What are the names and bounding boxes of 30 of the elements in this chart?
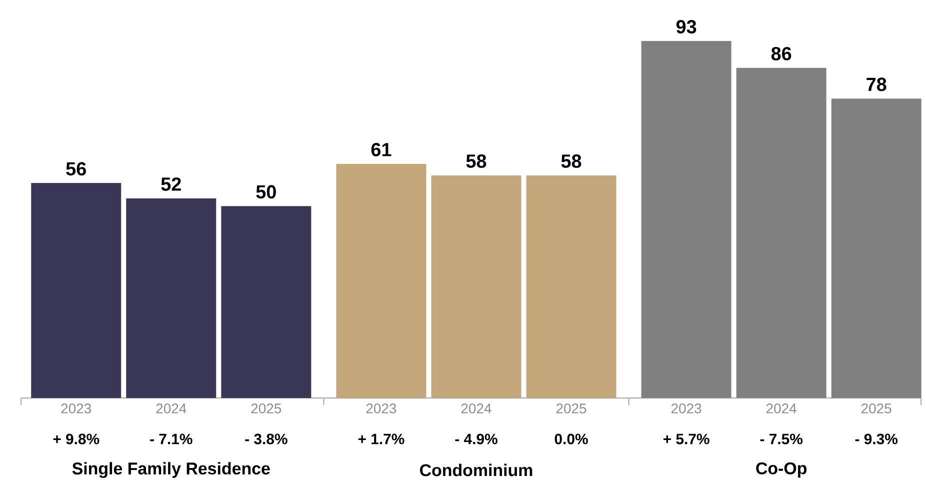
data-label: 52 bbox=[161, 177, 181, 191]
text: - 9.3% bbox=[855, 434, 898, 444]
data-label: 58 bbox=[466, 154, 486, 168]
text: + 1.7% bbox=[358, 434, 404, 444]
data-label: 78 bbox=[866, 78, 886, 92]
x-tick-label: 2023 bbox=[61, 404, 92, 414]
x-tick-label: 2024 bbox=[766, 404, 796, 414]
text: - 4.9% bbox=[455, 434, 498, 444]
text: Condominium bbox=[420, 464, 532, 476]
x-tick-label: 2024 bbox=[461, 404, 492, 414]
data-label: 58 bbox=[561, 154, 582, 168]
text: - 7.1% bbox=[150, 434, 192, 444]
x-tick-label: 2025 bbox=[251, 404, 282, 414]
x-tick-label: 2025 bbox=[862, 404, 892, 414]
text: + 9.8% bbox=[53, 434, 100, 444]
text: + 5.7% bbox=[663, 434, 710, 444]
text: Co-Op bbox=[756, 462, 806, 478]
x-tick-label: 2024 bbox=[156, 404, 186, 414]
data-label: 50 bbox=[256, 185, 276, 199]
x-tick-label: 2025 bbox=[556, 404, 586, 414]
data-label: 86 bbox=[771, 46, 792, 60]
x-tick-label: 2023 bbox=[366, 404, 396, 414]
text: - 7.5% bbox=[760, 434, 803, 444]
text: - 3.8% bbox=[245, 434, 288, 444]
text: 0.0% bbox=[554, 434, 588, 444]
text: Single Family Residence bbox=[72, 462, 270, 478]
data-label: 56 bbox=[66, 162, 86, 176]
data-label: 93 bbox=[676, 20, 696, 34]
x-tick-label: 2023 bbox=[671, 404, 702, 414]
data-label: 61 bbox=[371, 142, 392, 156]
